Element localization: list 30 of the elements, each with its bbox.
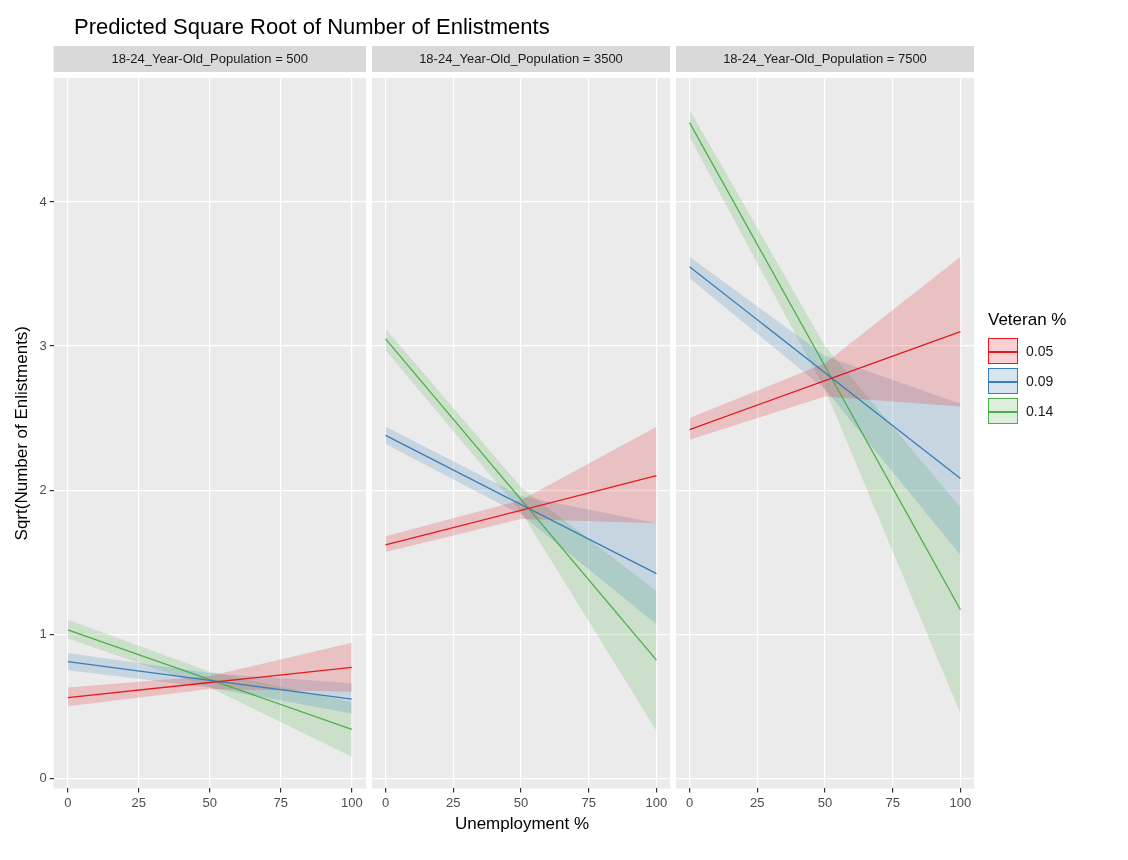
x-tick-label: 100 xyxy=(340,794,363,810)
y-tick-label: 4 xyxy=(39,193,47,209)
x-tick-label: 25 xyxy=(446,794,461,810)
y-tick-label: 1 xyxy=(39,625,47,641)
y-axis-title: Sqrt(Number of Enlistments) xyxy=(11,325,31,541)
x-tick-label: 75 xyxy=(581,794,596,810)
x-axis-title: Unemployment % xyxy=(453,814,591,834)
legend-label: 0.14 xyxy=(1026,403,1054,419)
x-tick-label: 0 xyxy=(381,794,390,810)
x-tick-label: 50 xyxy=(817,794,833,810)
chart-subtitle: 18-24_Year-Old_Population = 7500 xyxy=(723,50,927,66)
legend-label: 0.05 xyxy=(1026,343,1054,359)
y-tick-label: 2 xyxy=(39,481,47,497)
x-tick-label: 75 xyxy=(273,794,289,810)
x-tick-label: 100 xyxy=(949,794,972,810)
x-tick-label: 25 xyxy=(750,794,765,810)
x-tick-label: 25 xyxy=(131,794,147,810)
x-tick-label: 50 xyxy=(202,794,218,810)
x-tick-label: 50 xyxy=(513,794,529,810)
legend-label: 0.09 xyxy=(1026,373,1054,389)
chart-subtitle: 18-24_Year-Old_Population = 500 xyxy=(111,50,309,66)
y-tick-label: 0 xyxy=(39,769,47,785)
x-tick-label: 100 xyxy=(645,794,668,810)
chart-subtitle: 18-24_Year-Old_Population = 3500 xyxy=(419,50,623,66)
x-tick-label: 0 xyxy=(685,794,694,810)
chart-title: Predicted Square Root of Number of Enlistments xyxy=(73,13,551,41)
y-tick-label: 3 xyxy=(39,337,47,353)
legend-title: Veteran % xyxy=(988,310,1067,330)
x-tick-label: 0 xyxy=(64,794,72,810)
x-tick-label: 75 xyxy=(885,794,900,810)
